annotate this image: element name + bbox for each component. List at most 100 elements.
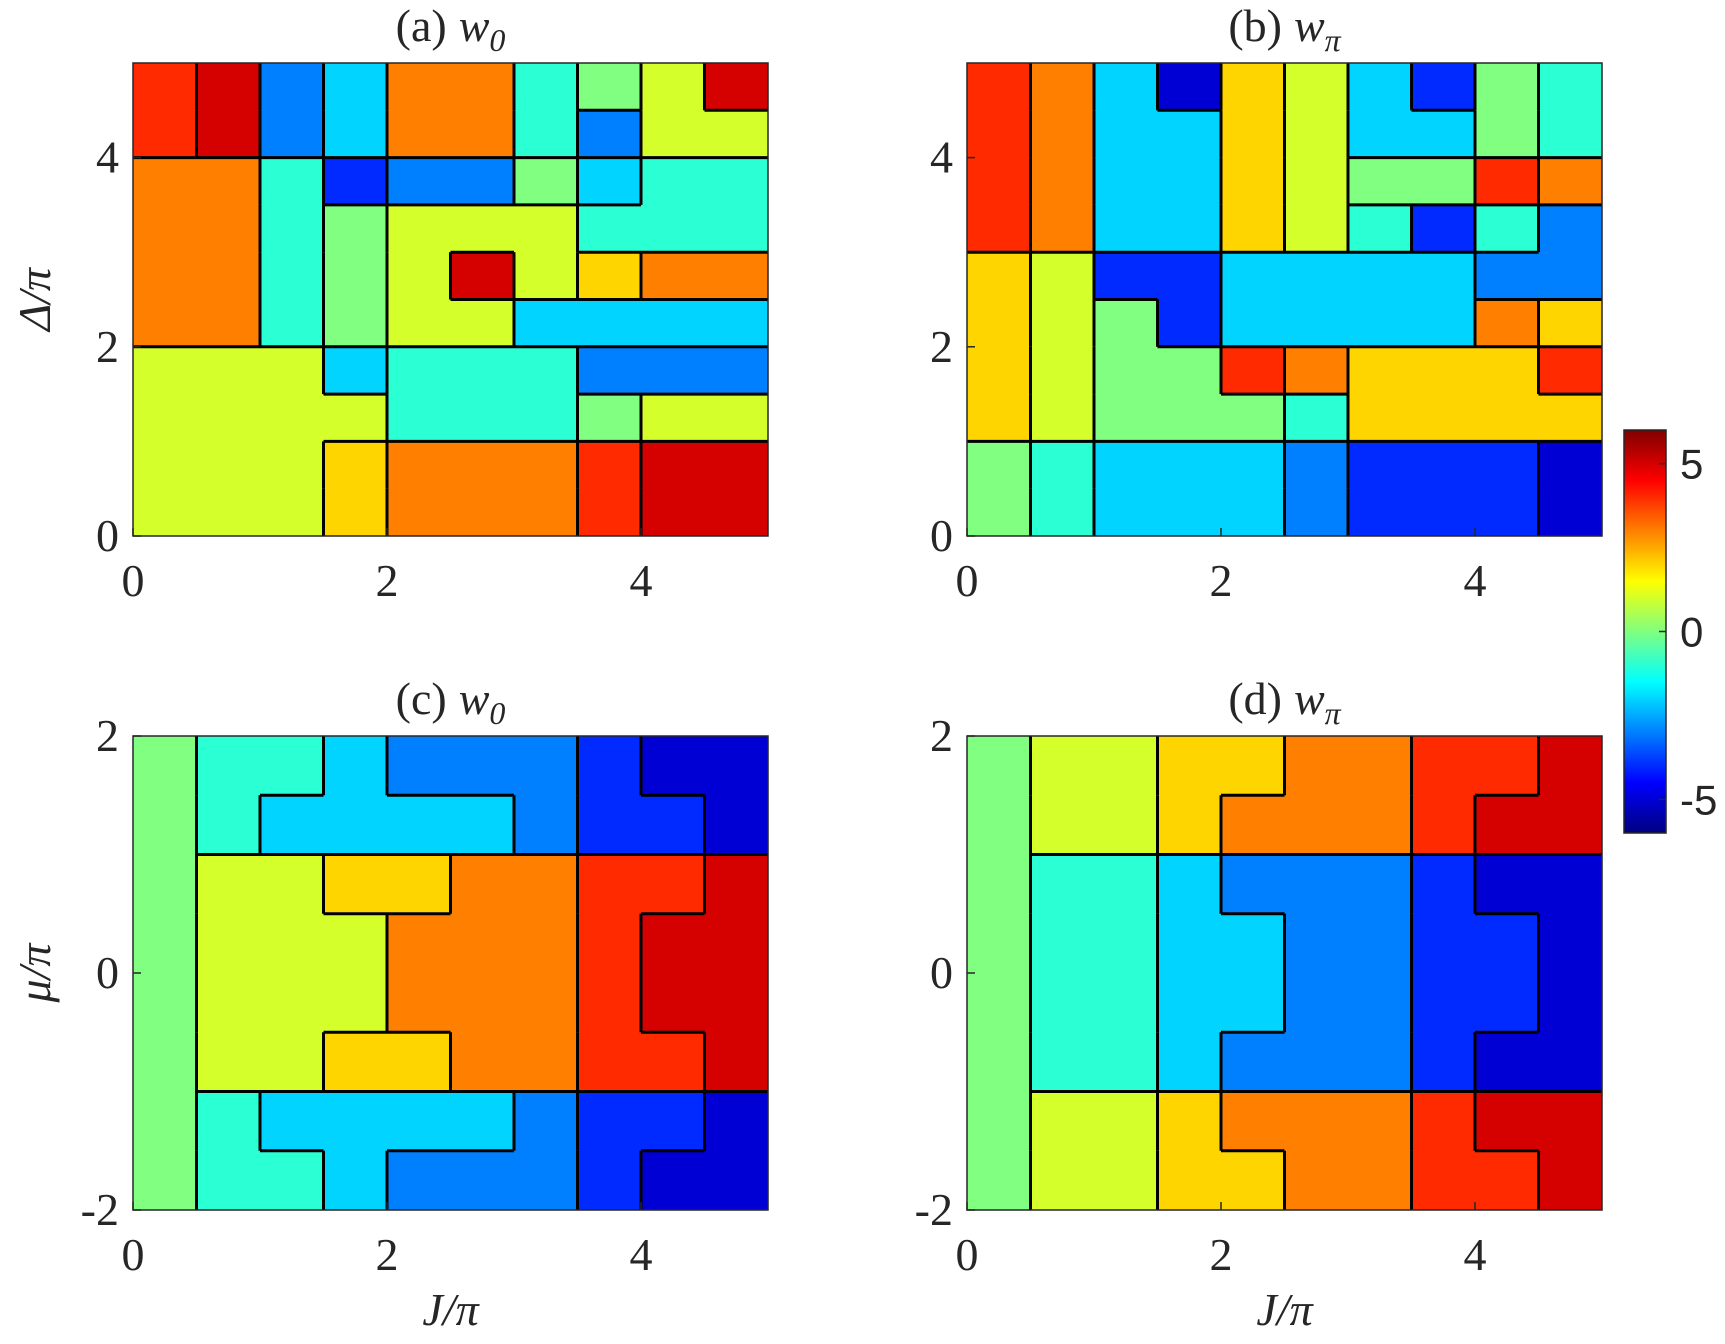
heatmap-cell [577, 110, 642, 159]
heatmap-cell [1538, 913, 1603, 974]
heatmap-cell [133, 441, 197, 490]
heatmap-cell [196, 110, 261, 159]
heatmap-cell [704, 1032, 769, 1092]
heatmap-cell [1348, 299, 1412, 348]
plot-frame [132, 62, 769, 537]
heatmap-cell [577, 299, 642, 348]
heatmap-cell [641, 913, 705, 974]
heatmap-cell [196, 204, 261, 253]
heatmap-cell [323, 973, 388, 1033]
heatmap-cell [1348, 394, 1412, 442]
x-tick-label: 4 [1464, 1229, 1487, 1280]
heatmap-cell [323, 63, 388, 111]
y-tick-label: 0 [96, 510, 119, 561]
heatmap-cell [1030, 346, 1095, 395]
heatmap-cell [1284, 252, 1349, 300]
heatmap-cell [450, 157, 515, 206]
title-symbol: w [1294, 673, 1325, 724]
heatmap-cell [1348, 973, 1412, 1033]
heatmap-cell [260, 1150, 324, 1211]
panel-title: (a) w0 [396, 0, 506, 58]
heatmap-cell [1094, 346, 1158, 395]
heatmap-cell [1538, 736, 1603, 796]
heatmap-cell [514, 441, 578, 490]
heatmap-cell [323, 1150, 388, 1211]
heatmap-cell [1157, 346, 1222, 395]
heatmap-cell [641, 973, 705, 1033]
y-tick-label: 0 [930, 947, 953, 998]
heatmap-cell [133, 1091, 197, 1152]
heatmap-cell [450, 252, 515, 300]
y-tick-label: 2 [96, 710, 119, 761]
panel: 0 2 4-202(d) wπJ/π [915, 673, 1603, 1335]
heatmap-cell [196, 973, 261, 1033]
y-tick-label: 2 [96, 321, 119, 372]
heatmap-cell [1221, 973, 1285, 1033]
heatmap-cell [260, 1091, 324, 1152]
heatmap-cell [1284, 973, 1349, 1033]
heatmap-cell [1284, 63, 1349, 111]
heatmap-cell [1094, 299, 1158, 348]
title-label: (d) [1228, 673, 1282, 724]
heatmap-cell [1538, 204, 1603, 253]
heatmap-cell [323, 441, 388, 490]
panel-title: (b) wπ [1228, 0, 1341, 58]
heatmap-cell [1157, 204, 1222, 253]
y-axis-label: μ/π [9, 942, 60, 1004]
heatmap-cell [1094, 157, 1158, 206]
heatmap-cell [1157, 854, 1222, 915]
heatmap-cell [1475, 299, 1539, 348]
heatmap-cell [704, 854, 769, 915]
heatmap-cell [1284, 394, 1349, 442]
y-tick-label: -2 [81, 1184, 119, 1235]
heatmap-cell [133, 110, 197, 159]
heatmap-cell [704, 63, 769, 111]
heatmap-cell [196, 795, 261, 855]
heatmap-cell [260, 1032, 324, 1092]
heatmap-cell [1157, 795, 1222, 855]
title-subscript: 0 [489, 695, 505, 731]
heatmap-cell [704, 157, 769, 206]
heatmap-cell [704, 346, 769, 395]
heatmap-cell [1157, 110, 1222, 159]
heatmap-cell [1284, 299, 1349, 348]
heatmap-cell [450, 1150, 515, 1211]
heatmap-cell [260, 157, 324, 206]
heatmap-cell [387, 488, 451, 537]
heatmap-cell [1348, 488, 1412, 537]
heatmap-cell [260, 204, 324, 253]
heatmap-cell [641, 394, 705, 442]
heatmap-cell [577, 795, 642, 855]
heatmap-cell [387, 63, 451, 111]
heatmap-cell [577, 394, 642, 442]
heatmap-cell [1348, 441, 1412, 490]
heatmap-cell [323, 110, 388, 159]
heatmap-cell [1411, 913, 1476, 974]
heatmap-cell [1475, 63, 1539, 111]
heatmap-cell [133, 913, 197, 974]
y-tick-label: 0 [96, 947, 119, 998]
heatmap-cell [1411, 441, 1476, 490]
x-tick-label: 4 [1464, 555, 1487, 606]
heatmap-cell [1475, 157, 1539, 206]
heatmap-cell [1094, 1150, 1158, 1211]
heatmap-cell [323, 299, 388, 348]
x-tick-label: 4 [630, 555, 653, 606]
x-tick-label: 2 [376, 555, 399, 606]
heatmap-cell [196, 346, 261, 395]
panel: 0 2 4-202(c) w0μ/πJ/π [9, 673, 769, 1335]
heatmap-cell [260, 736, 324, 796]
heatmap-cell [450, 110, 515, 159]
title-label: (b) [1228, 0, 1282, 51]
heatmap-cell [450, 973, 515, 1033]
heatmap-cell [260, 394, 324, 442]
heatmap-cell [704, 204, 769, 253]
heatmap-cell [450, 346, 515, 395]
heatmap-cell [577, 346, 642, 395]
heatmap-cell [1538, 854, 1603, 915]
heatmap-cell [387, 736, 451, 796]
heatmap-cell [967, 204, 1031, 253]
heatmap-cell [1030, 252, 1095, 300]
